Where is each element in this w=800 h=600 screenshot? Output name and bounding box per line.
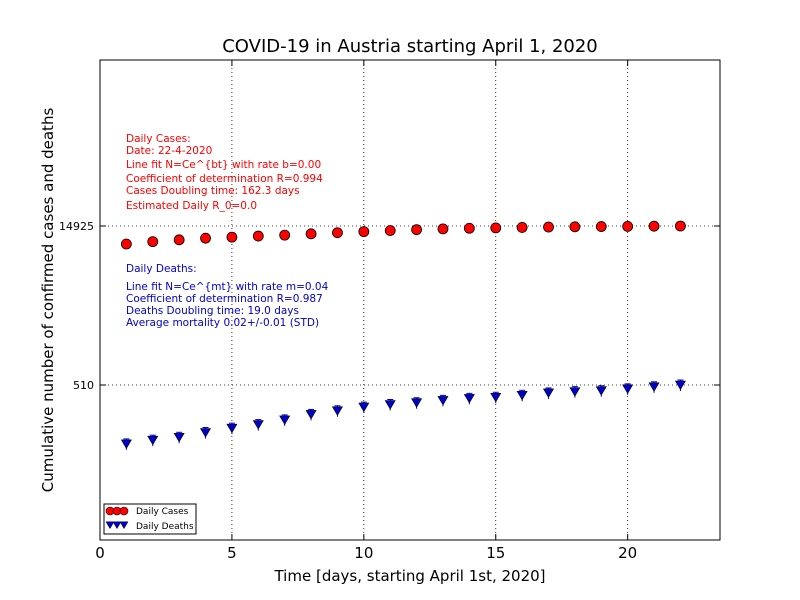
cases-point [648,220,660,232]
legend-deaths-marker [105,521,115,530]
cases-point [226,231,238,243]
legend-label-cases: Daily Cases [136,507,189,517]
deaths-point [674,380,686,391]
cases-point [147,236,159,248]
cases-point [490,222,502,234]
deaths-point [358,402,370,413]
cases-point [437,223,449,235]
deaths-point [622,384,634,394]
cases-annotation-line-6: Estimated Daily R_0=0.0 [126,200,257,212]
deaths-point [226,423,238,434]
cases-point [675,220,686,232]
deaths-point [463,394,475,404]
deaths-point [384,400,396,410]
deaths-point [147,435,159,446]
deaths-point [516,390,528,401]
cases-annotation-line-1: Daily Cases: [126,133,191,145]
series-layer [120,220,686,450]
cases-point [358,226,370,238]
deaths-point [648,382,660,392]
y-axis-label: Cumulative number of confirmed cases and… [39,108,57,493]
deaths-point [569,387,581,397]
x-tick-label: 0 [95,544,105,562]
deaths-annotation-line-3: Coefficient of determination R=0.987 [126,293,323,305]
deaths-point [200,428,212,438]
deaths-annotation-line-5: Average mortality 0.02+/-0.01 (STD) [126,317,319,329]
x-axis-ticks: 0 5 10 15 20 [95,60,637,562]
cases-annotation: Daily Cases: Date: 22-4-2020 Line fit N=… [126,133,323,212]
cases-point [120,238,132,250]
plot-area-frame [99,59,721,541]
cases-point [622,221,634,232]
cases-point [384,225,396,236]
cases-annotation-line-4: Coefficient of determination R=0.994 [126,173,323,185]
deaths-annotation-line-1: Daily Deaths: [126,263,197,275]
cases-point [569,221,581,233]
cases-point [411,224,422,236]
cases-annotation-line-3: Line fit N=Ce^{bt} with rate b=0.00 [126,159,321,171]
cases-annotation-line-2: Date: 22-4-2020 [126,145,212,157]
cases-point [543,221,554,233]
cases-point [332,227,343,239]
deaths-point [305,410,317,420]
chart-title: COVID-19 in Austria starting April 1, 20… [222,36,598,57]
x-tick-label: 10 [354,544,373,562]
x-tick-label: 15 [486,544,505,562]
legend-deaths-marker [119,521,129,530]
deaths-series [120,379,686,450]
deaths-point [437,396,449,406]
cases-point [200,232,211,244]
deaths-point [331,406,343,416]
deaths-point [279,415,291,426]
deaths-point [120,439,132,449]
cases-series [120,220,686,250]
deaths-point [173,432,185,443]
legend-marks [105,506,129,530]
legend: Daily Cases Daily Deaths [103,503,197,535]
cases-annotation-line-5: Cases Doubling time: 162.3 days [126,185,300,197]
cases-point [595,221,607,232]
x-tick-label: 20 [618,544,637,562]
grid [100,60,720,540]
y-tick-label: 14925 [59,220,94,233]
cases-point [252,230,264,242]
deaths-point [252,420,264,430]
legend-cases-marker [119,506,129,516]
cases-point [279,229,291,241]
y-tick-label: 510 [73,379,94,392]
x-axis-label: Time [days, starting April 1st, 2020] [273,567,545,585]
deaths-annotation: Daily Deaths: Line fit N=Ce^{mt} with ra… [126,263,329,329]
deaths-point [411,398,423,408]
deaths-point [595,386,607,396]
cases-point [516,222,528,233]
deaths-point [542,388,555,399]
legend-deaths-marker [112,521,122,530]
x-tick-label: 5 [227,544,237,562]
deaths-point [490,392,502,403]
y-axis-ticks: 14925 510 [59,220,720,392]
cases-point [173,234,185,246]
deaths-annotation-line-4: Deaths Doubling time: 19.0 days [126,305,299,317]
cases-point [305,228,317,240]
cases-point [463,222,475,234]
deaths-annotation-line-2: Line fit N=Ce^{mt} with rate m=0.04 [126,281,329,293]
legend-label-deaths: Daily Deaths [136,522,194,532]
